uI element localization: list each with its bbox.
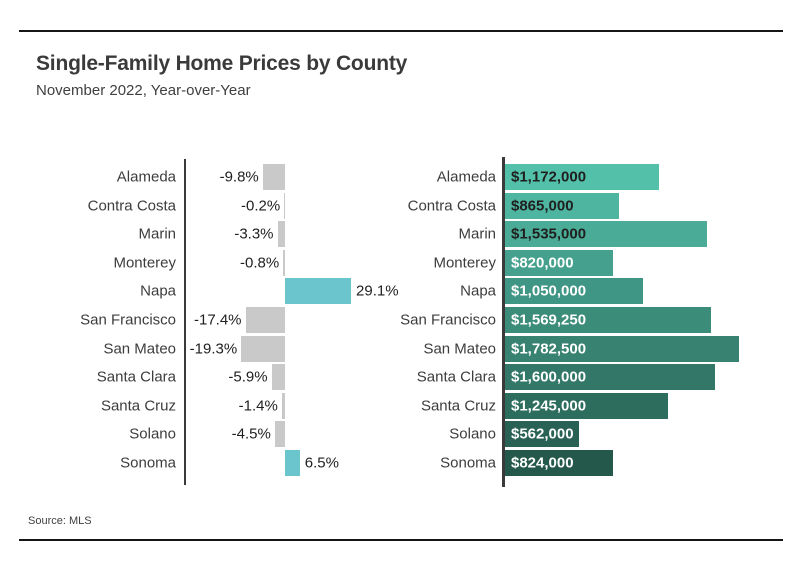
county-label-price: Sonoma [440, 454, 496, 472]
price-bar [505, 335, 739, 362]
county-label-pct: San Francisco [80, 311, 176, 329]
pct-axis-line [184, 159, 186, 485]
price-value-label: $1,050,000 [511, 282, 587, 300]
price-axis-line [502, 157, 505, 487]
pct-bar [271, 364, 285, 391]
price-bar [505, 307, 711, 333]
price-value-label: $1,535,000 [511, 225, 587, 243]
pct-bar [262, 164, 285, 190]
pct-value-label: -3.3% [234, 225, 274, 243]
price-bar [505, 192, 619, 219]
county-label-pct: Sonoma [120, 454, 176, 472]
county-label-price: Santa Clara [416, 368, 496, 386]
pct-bar [281, 392, 285, 419]
source-note: Source: MLS [28, 515, 92, 527]
county-label-price: San Francisco [400, 311, 496, 329]
price-value-label: $865,000 [511, 197, 574, 215]
price-bar [505, 221, 707, 248]
pct-value-label: -1.4% [238, 397, 278, 415]
pct-value-label: 29.1% [356, 282, 399, 300]
pct-value-label: -0.2% [241, 197, 281, 215]
county-label-price: Solano [449, 425, 496, 443]
price-value-label: $1,245,000 [511, 397, 587, 415]
price-bar [505, 364, 716, 391]
pct-bar [284, 192, 285, 219]
price-value-label: $1,172,000 [511, 168, 587, 186]
county-label-price: Santa Cruz [420, 397, 496, 415]
county-label-pct: San Mateo [103, 340, 176, 358]
price-value-label: $1,782,500 [511, 340, 587, 358]
price-value-label: $820,000 [511, 254, 574, 272]
bottom-rule [19, 539, 783, 541]
pct-bar [245, 307, 285, 333]
price-bar [505, 278, 643, 305]
pct-value-label: 6.5% [304, 454, 339, 472]
pct-value-label: -5.9% [228, 368, 268, 386]
county-label-pct: Napa [140, 282, 176, 300]
county-label-pct: Monterey [113, 254, 176, 272]
county-label-price: Napa [460, 282, 496, 300]
pct-value-label: -0.8% [240, 254, 280, 272]
county-label-pct: Alameda [116, 168, 176, 186]
pct-bar [277, 221, 285, 248]
page-subtitle: November 2022, Year-over-Year [36, 82, 251, 99]
pct-bar [241, 335, 285, 362]
county-label-price: Alameda [436, 168, 496, 186]
pct-value-label: -17.4% [193, 311, 242, 329]
price-value-label: $1,569,250 [511, 311, 587, 329]
price-bar [505, 450, 614, 476]
county-label-pct: Contra Costa [87, 197, 176, 215]
pct-value-label: -4.5% [231, 425, 271, 443]
pct-value-label: -19.3% [189, 340, 238, 358]
county-label-pct: Solano [129, 425, 176, 443]
price-bar [505, 421, 579, 448]
county-label-price: Monterey [433, 254, 496, 272]
pct-bar [283, 249, 285, 276]
price-value-label: $562,000 [511, 425, 574, 443]
price-value-label: $1,600,000 [511, 368, 587, 386]
pct-bar [274, 421, 285, 448]
price-value-label: $824,000 [511, 454, 574, 472]
pct-bar [285, 450, 300, 476]
county-label-price: San Mateo [423, 340, 496, 358]
county-label-pct: Santa Cruz [100, 397, 176, 415]
pct-bar [285, 278, 352, 305]
top-rule [19, 30, 783, 32]
county-label-pct: Santa Clara [96, 368, 176, 386]
pct-value-label: -9.8% [219, 168, 259, 186]
price-bar [505, 249, 613, 276]
county-label-pct: Marin [138, 225, 176, 243]
price-bar [505, 392, 669, 419]
page-title: Single-Family Home Prices by County [36, 52, 408, 75]
county-label-price: Contra Costa [407, 197, 496, 215]
price-bar [505, 164, 659, 190]
county-label-price: Marin [458, 225, 496, 243]
